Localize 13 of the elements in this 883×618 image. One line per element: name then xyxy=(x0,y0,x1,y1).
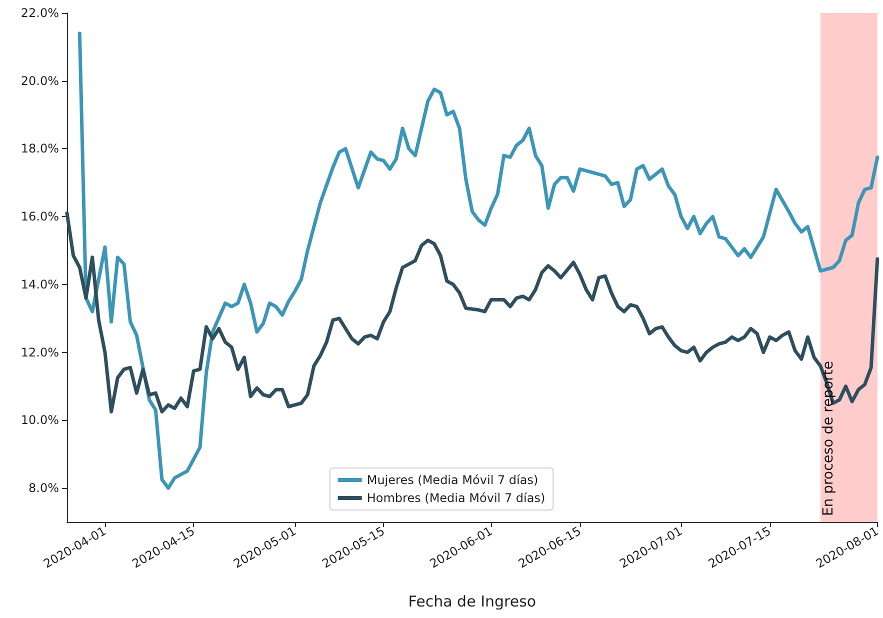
y-tick-label: 8.0% xyxy=(28,481,59,496)
y-tick-label: 16.0% xyxy=(20,210,59,224)
y-tick-label: 12.0% xyxy=(20,345,59,360)
x-axis-title: Fecha de Ingreso xyxy=(408,592,536,610)
y-tick-label: 22.0% xyxy=(20,6,59,20)
legend-label: Hombres (Media Móvil 7 días) xyxy=(366,491,546,505)
y-tick-label: 14.0% xyxy=(20,277,59,292)
y-tick-label: 10.0% xyxy=(20,413,59,428)
band-label: En proceso de reporte xyxy=(820,360,836,516)
legend-label: Mujeres (Media Móvil 7 días) xyxy=(366,473,538,487)
line-series xyxy=(65,211,880,414)
y-tick-label: 20.0% xyxy=(20,74,59,88)
y-tick-label: 18.0% xyxy=(20,142,59,156)
